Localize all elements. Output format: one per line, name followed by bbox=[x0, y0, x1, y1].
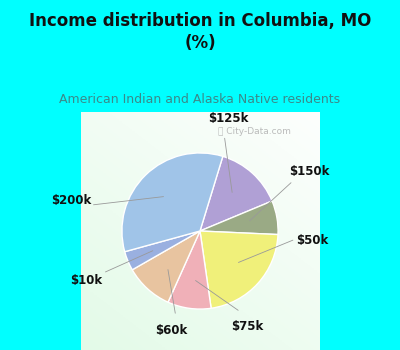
Wedge shape bbox=[125, 231, 200, 270]
Text: $200k: $200k bbox=[51, 194, 92, 207]
Text: $50k: $50k bbox=[296, 234, 328, 247]
Text: ⓘ City-Data.com: ⓘ City-Data.com bbox=[218, 127, 291, 135]
Wedge shape bbox=[200, 156, 272, 231]
Text: $125k: $125k bbox=[208, 112, 249, 125]
Wedge shape bbox=[122, 153, 223, 252]
Text: $75k: $75k bbox=[232, 320, 264, 333]
Text: $150k: $150k bbox=[289, 166, 330, 178]
Wedge shape bbox=[168, 231, 211, 309]
Text: $10k: $10k bbox=[70, 274, 102, 287]
Text: Income distribution in Columbia, MO
(%): Income distribution in Columbia, MO (%) bbox=[29, 12, 371, 52]
Wedge shape bbox=[200, 201, 278, 234]
Wedge shape bbox=[132, 231, 200, 302]
Text: $60k: $60k bbox=[155, 324, 188, 337]
Text: American Indian and Alaska Native residents: American Indian and Alaska Native reside… bbox=[60, 93, 340, 106]
Wedge shape bbox=[200, 231, 278, 308]
